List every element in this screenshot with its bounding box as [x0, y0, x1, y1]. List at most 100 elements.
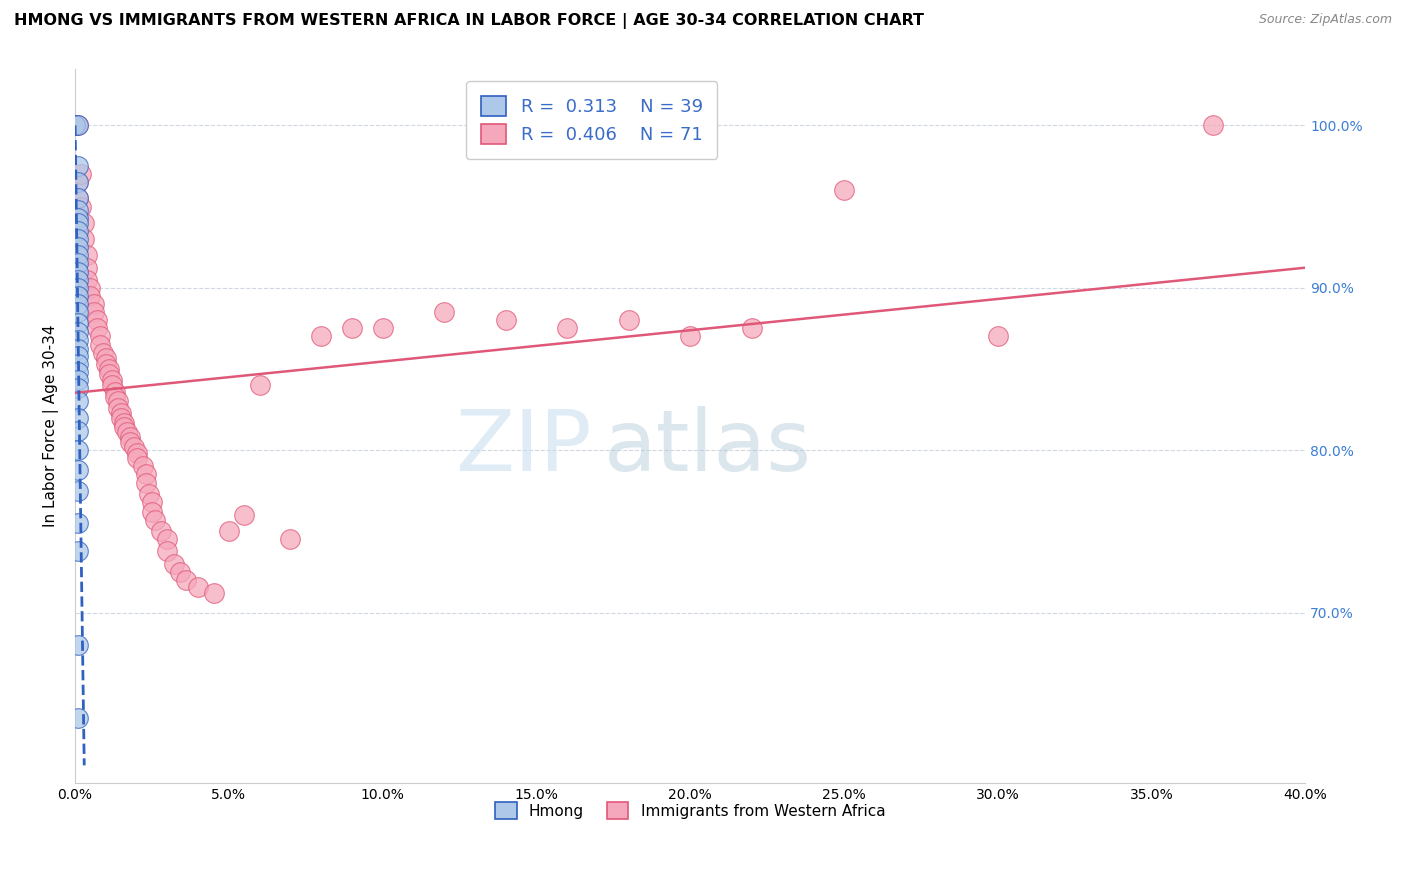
Point: [67, 119, 90, 133]
Point: [125, 446, 148, 460]
Point: [97, 362, 120, 376]
Point: [89, 337, 111, 351]
Point: [233, 508, 256, 522]
Point: [73, 232, 96, 246]
Point: [67, 281, 90, 295]
Point: [125, 451, 148, 466]
Point: [67, 191, 90, 205]
Point: [63, 119, 86, 133]
Point: [218, 524, 240, 539]
Point: [67, 544, 90, 558]
Point: [67, 711, 90, 725]
Point: [67, 305, 90, 319]
Point: [67, 333, 90, 347]
Point: [67, 289, 90, 303]
Point: [86, 313, 108, 327]
Point: [162, 557, 184, 571]
Point: [135, 475, 157, 490]
Point: [83, 297, 105, 311]
Point: [143, 513, 166, 527]
Point: [67, 424, 90, 438]
Point: [70, 200, 93, 214]
Point: [67, 381, 90, 395]
Point: [97, 367, 120, 381]
Point: [187, 580, 209, 594]
Point: [73, 216, 96, 230]
Point: [169, 565, 191, 579]
Point: [249, 378, 271, 392]
Point: [67, 202, 90, 217]
Point: [135, 467, 157, 482]
Point: [132, 459, 155, 474]
Point: [340, 321, 363, 335]
Point: [67, 343, 90, 357]
Point: [67, 159, 90, 173]
Point: [83, 305, 105, 319]
Point: [141, 505, 163, 519]
Point: [63, 119, 86, 133]
Point: [67, 256, 90, 270]
Point: [94, 351, 117, 365]
Point: [679, 329, 702, 343]
Text: Source: ZipAtlas.com: Source: ZipAtlas.com: [1258, 13, 1392, 27]
Text: atlas: atlas: [605, 406, 813, 489]
Point: [67, 232, 90, 246]
Point: [67, 240, 90, 254]
Point: [120, 430, 142, 444]
Point: [1202, 119, 1225, 133]
Point: [67, 373, 90, 387]
Point: [67, 516, 90, 531]
Point: [156, 544, 179, 558]
Point: [617, 313, 640, 327]
Point: [741, 321, 763, 335]
Point: [89, 329, 111, 343]
Point: [86, 321, 108, 335]
Point: [67, 272, 90, 286]
Point: [67, 443, 90, 458]
Point: [67, 297, 90, 311]
Point: [67, 264, 90, 278]
Point: [138, 487, 160, 501]
Point: [67, 317, 90, 331]
Point: [79, 289, 101, 303]
Point: [495, 313, 517, 327]
Text: HMONG VS IMMIGRANTS FROM WESTERN AFRICA IN LABOR FORCE | AGE 30-34 CORRELATION C: HMONG VS IMMIGRANTS FROM WESTERN AFRICA …: [14, 13, 924, 29]
Point: [67, 349, 90, 363]
Point: [79, 281, 101, 295]
Point: [67, 211, 90, 225]
Point: [110, 406, 132, 420]
Point: [141, 495, 163, 509]
Legend: Hmong, Immigrants from Western Africa: Hmong, Immigrants from Western Africa: [489, 796, 891, 825]
Point: [67, 325, 90, 339]
Point: [67, 216, 90, 230]
Point: [67, 394, 90, 409]
Point: [156, 533, 179, 547]
Point: [555, 321, 578, 335]
Point: [112, 420, 135, 434]
Point: [433, 305, 456, 319]
Point: [110, 410, 132, 425]
Point: [280, 533, 302, 547]
Point: [150, 524, 173, 539]
Point: [104, 384, 127, 399]
Point: [67, 410, 90, 425]
Point: [101, 373, 124, 387]
Point: [309, 329, 332, 343]
Point: [174, 573, 197, 587]
Point: [987, 329, 1010, 343]
Text: ZIP: ZIP: [456, 406, 592, 489]
Point: [112, 416, 135, 430]
Point: [67, 365, 90, 379]
Point: [120, 435, 142, 450]
Point: [202, 586, 225, 600]
Point: [101, 378, 124, 392]
Point: [67, 248, 90, 262]
Point: [104, 390, 127, 404]
Point: [67, 175, 90, 189]
Point: [832, 183, 855, 197]
Point: [67, 483, 90, 498]
Point: [63, 119, 86, 133]
Point: [67, 462, 90, 476]
Point: [67, 175, 90, 189]
Point: [107, 401, 129, 415]
